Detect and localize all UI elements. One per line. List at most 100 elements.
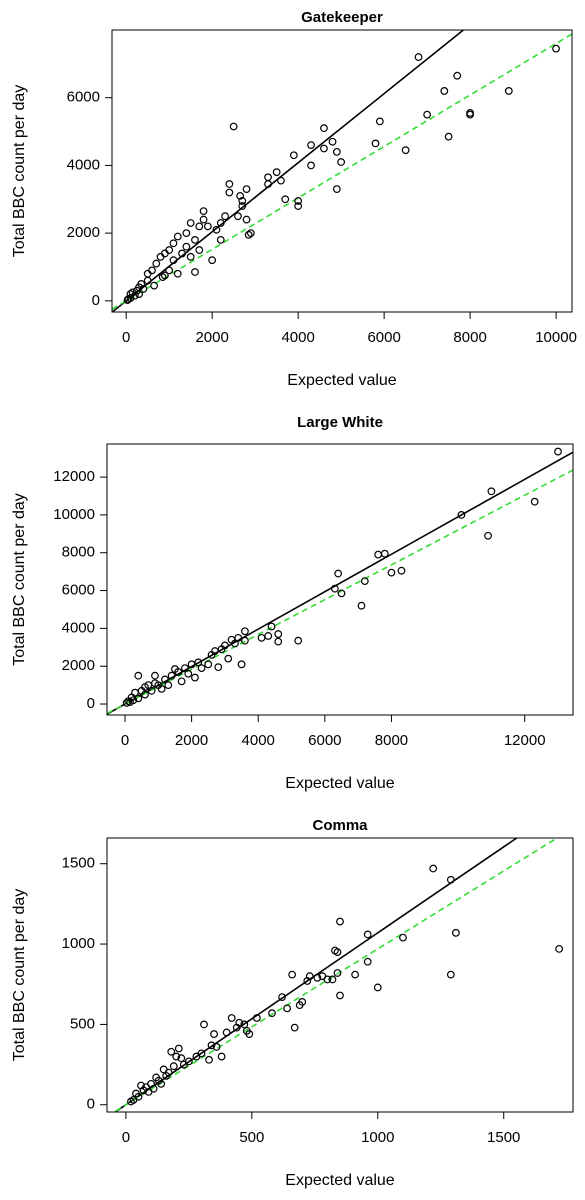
point (126, 290, 135, 298)
point (186, 219, 195, 227)
point (446, 970, 455, 979)
fit-line (112, 33, 572, 311)
point (131, 688, 139, 697)
point (414, 53, 423, 61)
point (399, 933, 407, 942)
point (234, 212, 242, 221)
point (363, 930, 372, 939)
point (191, 268, 199, 276)
y-tick-label: 1000 (62, 935, 95, 952)
plot-area (112, 838, 564, 1112)
point (173, 232, 182, 241)
y-tick-label: 0 (87, 695, 95, 712)
x-axis-label: Expected value (287, 372, 397, 389)
point (174, 1044, 183, 1053)
point (278, 993, 286, 1001)
point (554, 447, 562, 456)
point (232, 1023, 241, 1032)
point (192, 1052, 201, 1061)
point (224, 654, 233, 663)
point (216, 219, 225, 227)
point (203, 222, 212, 231)
point (320, 144, 328, 153)
point (167, 671, 176, 680)
point (440, 87, 449, 95)
point (162, 1071, 171, 1080)
point (453, 71, 462, 80)
point (375, 117, 384, 126)
point (157, 685, 166, 693)
point (159, 1065, 168, 1074)
point (504, 87, 513, 95)
point (167, 1047, 176, 1056)
point (133, 286, 141, 295)
point (165, 266, 174, 275)
point (152, 1073, 161, 1082)
point (487, 487, 496, 496)
point (212, 1043, 221, 1051)
point (151, 679, 159, 688)
point (199, 207, 208, 216)
point (158, 273, 167, 282)
point (272, 168, 281, 177)
point (124, 295, 133, 304)
y-tick-label: 8000 (62, 544, 95, 561)
point (374, 550, 383, 559)
point (451, 928, 460, 937)
plot-frame (111, 29, 573, 313)
point (208, 256, 217, 265)
point (161, 675, 169, 684)
y-tick-label: 500 (70, 1015, 95, 1032)
point (332, 147, 341, 156)
x-tick-label: 10000 (535, 329, 577, 346)
point (237, 660, 246, 669)
point (484, 531, 492, 540)
x-tick-label: 2000 (195, 329, 228, 346)
point (264, 632, 273, 640)
point (242, 185, 251, 194)
x-axis-label: Expected value (285, 1172, 395, 1189)
point (257, 633, 266, 642)
point (268, 1009, 276, 1018)
point (160, 271, 169, 280)
point (303, 977, 312, 985)
point (214, 663, 223, 672)
point (295, 1001, 304, 1010)
point (195, 222, 204, 231)
point (127, 1097, 135, 1106)
x-tick-label: 6000 (367, 329, 400, 346)
chart-title: Gatekeeper (301, 9, 383, 26)
point (200, 1020, 208, 1029)
panel: Gatekeeper Expected value Total BBC count … (11, 9, 577, 389)
x-tick-label: 8000 (375, 732, 408, 749)
point (336, 991, 344, 1000)
point (207, 650, 216, 659)
point (124, 697, 133, 706)
point (294, 197, 303, 205)
point (160, 249, 169, 258)
point (446, 875, 455, 884)
point (331, 946, 339, 955)
fit-line (113, 838, 519, 1112)
y-tick-label: 4000 (62, 619, 95, 636)
point (236, 191, 245, 200)
x-tick-label: 4000 (281, 329, 314, 346)
fit-line (107, 451, 573, 715)
point (444, 132, 453, 141)
point (191, 235, 199, 244)
point (199, 215, 208, 224)
chart-title: Comma (312, 817, 368, 834)
x-tick-label: 0 (121, 732, 129, 749)
point (267, 622, 276, 631)
point (264, 173, 272, 182)
x-tick-label: 1500 (487, 1129, 520, 1146)
point (187, 660, 196, 669)
point (169, 239, 178, 248)
point (148, 266, 156, 275)
point (294, 202, 303, 210)
point (186, 252, 195, 261)
point (147, 686, 156, 695)
point (222, 1028, 231, 1037)
point (281, 195, 290, 204)
